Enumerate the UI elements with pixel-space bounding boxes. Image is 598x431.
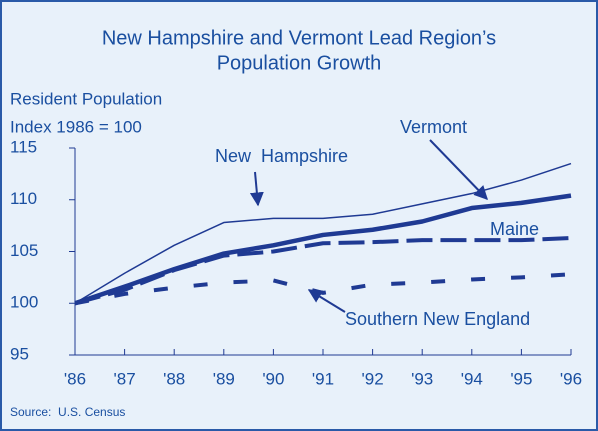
series-line [74, 162, 572, 304]
series-label: New Hampshire [215, 146, 348, 166]
x-tick-label: '89 [213, 369, 235, 388]
x-tick-label: '91 [312, 369, 334, 388]
y-axis-label: Resident Population [10, 89, 162, 108]
arrow [249, 171, 264, 207]
y-tick-label: 115 [10, 137, 37, 156]
x-tick-label: '87 [114, 369, 136, 388]
x-tick-label: '96 [560, 369, 582, 388]
y-tick-label: 110 [10, 189, 37, 208]
source: Source: U.S. Census [10, 405, 125, 419]
chart-title: New Hampshire and Vermont Lead Region’s [102, 27, 496, 49]
series-label: Maine [490, 219, 539, 239]
x-tick-label: '95 [510, 369, 532, 388]
series-label: Southern New England [345, 309, 530, 329]
chart-subtitle: Population Growth [217, 52, 382, 74]
x-tick-label: '90 [262, 369, 284, 388]
x-tick-label: '92 [362, 369, 384, 388]
y-tick-label: 105 [10, 241, 38, 260]
series-line [74, 236, 572, 306]
x-tick-label: '88 [163, 369, 185, 388]
arrow [307, 289, 346, 313]
y-axis-label: Index 1986 = 100 [10, 117, 142, 136]
x-tick-label: '94 [461, 369, 483, 388]
series-line [74, 272, 572, 306]
x-tick-label: '93 [411, 369, 433, 388]
arrow [429, 139, 488, 201]
y-tick-label: 100 [10, 293, 38, 312]
x-tick-label: '86 [64, 369, 86, 388]
y-tick-label: 95 [10, 344, 29, 363]
series-label: Vermont [400, 117, 467, 137]
